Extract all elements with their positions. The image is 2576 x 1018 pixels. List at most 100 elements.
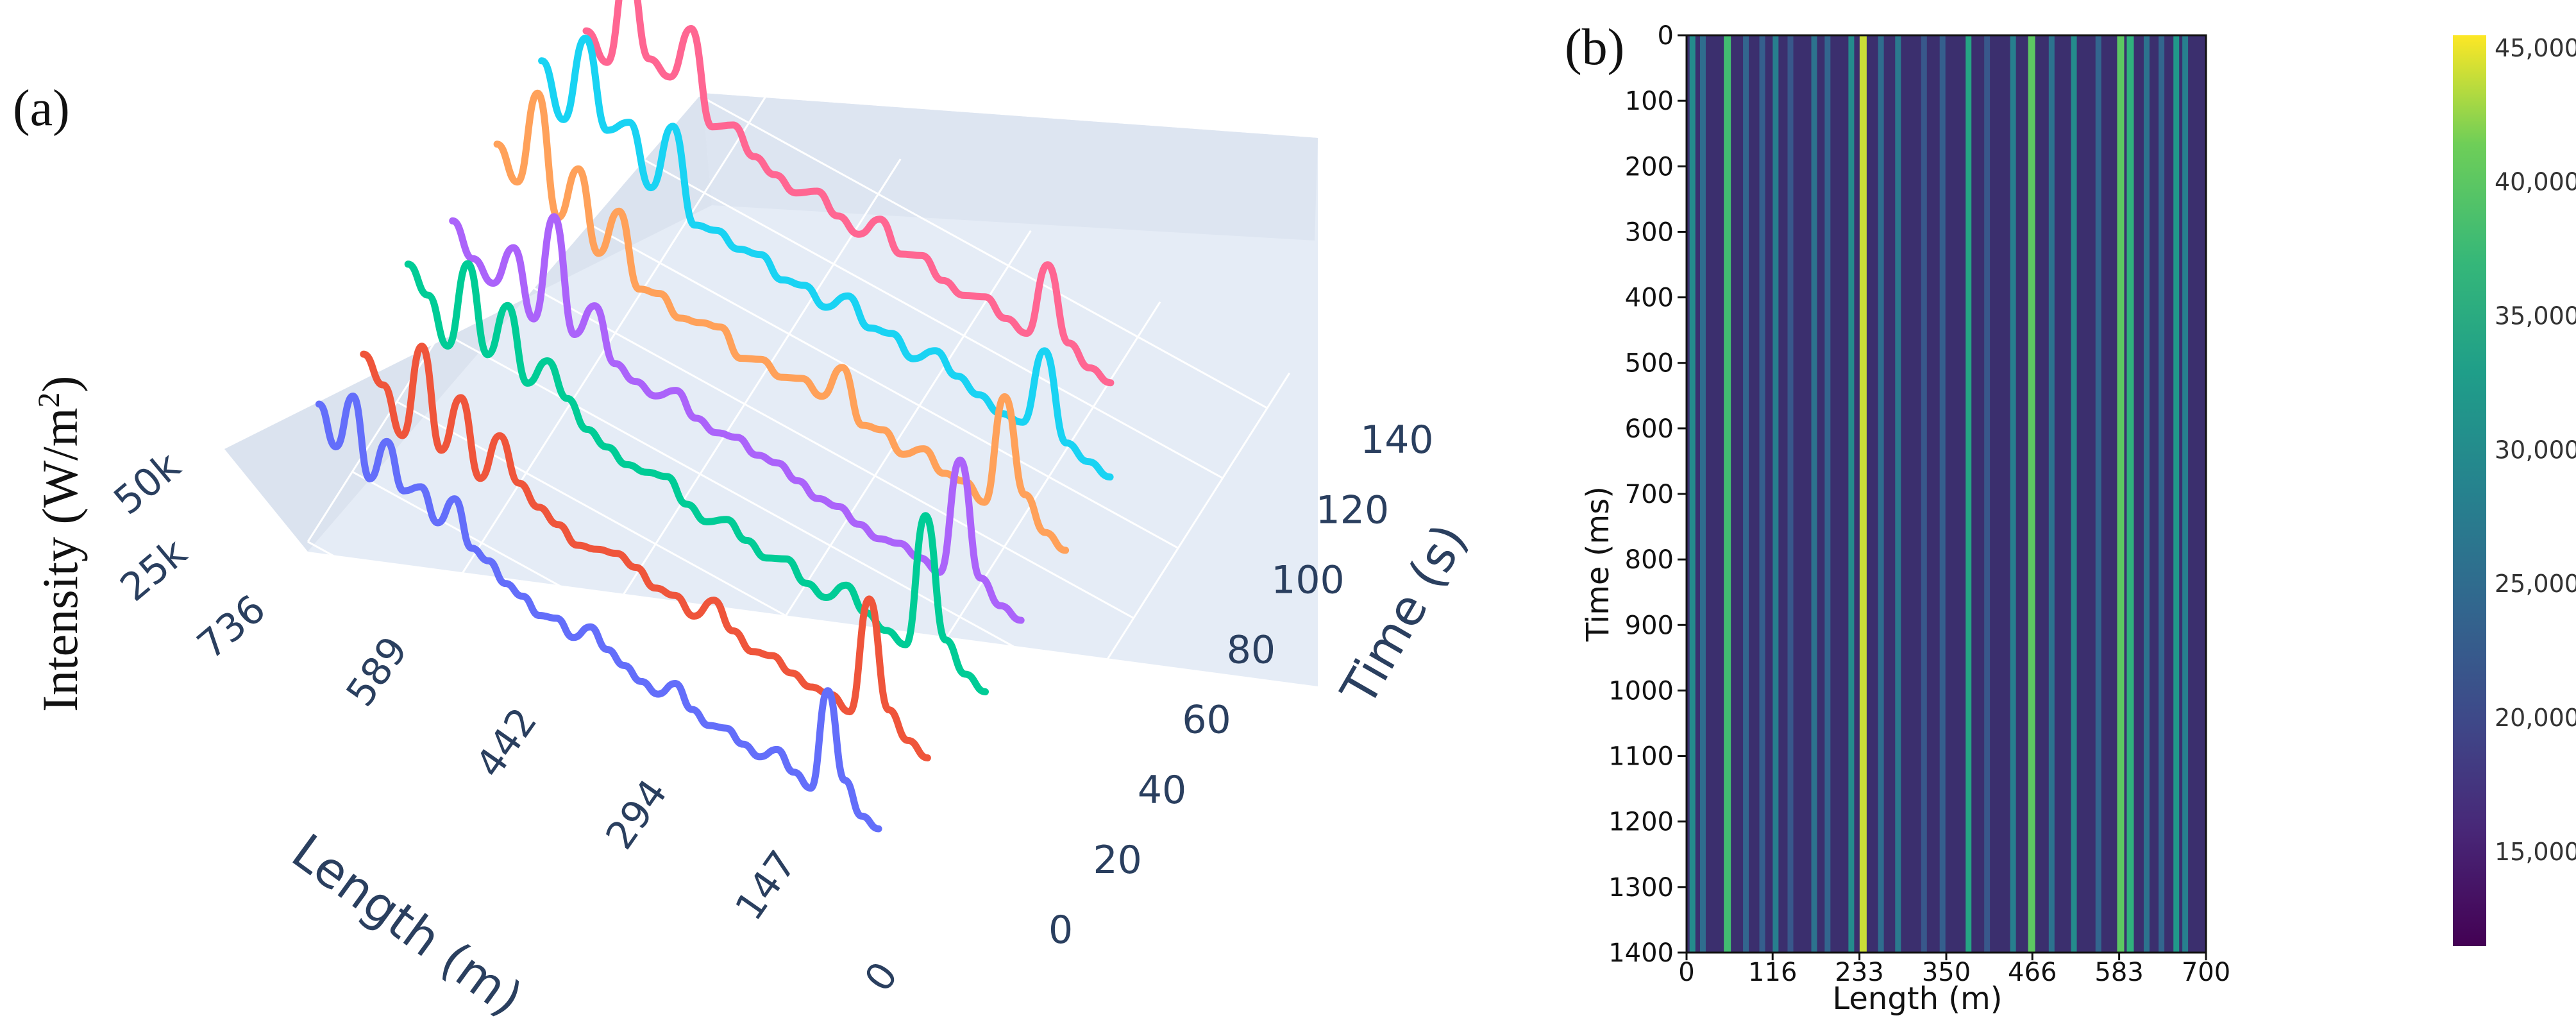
series-line-t1 — [360, 343, 931, 761]
grid-line-time — [441, 330, 1090, 689]
panel-a-label: (a) — [13, 80, 70, 137]
grid-line-length — [436, 87, 772, 614]
series-line-t5 — [538, 35, 1114, 481]
grid-line-length — [566, 158, 902, 685]
x-tick-label: 233 — [1835, 958, 1883, 987]
time-tick-label: 140 — [1360, 418, 1434, 462]
x-tick-label: 116 — [1748, 958, 1797, 987]
y-tick-label: 700 — [1625, 480, 1674, 509]
grid-line-time — [351, 471, 1001, 829]
y-tick-label: 1200 — [1608, 808, 1674, 837]
heatmap-stripe — [1743, 35, 1749, 953]
grid-line-time — [307, 541, 956, 899]
y-tick-label: 1400 — [1608, 938, 1674, 968]
heatmap-stripe — [1787, 35, 1794, 953]
grid-line-time — [619, 51, 1268, 409]
heatmap-stripe — [1759, 35, 1765, 953]
heatmap-stripe — [2010, 35, 2016, 953]
colorbar-tick-label: 35,000 — [2495, 302, 2576, 330]
heatmap-stripe — [1772, 35, 1779, 953]
y-tick-label: 400 — [1625, 284, 1674, 313]
y-tick-label: 500 — [1625, 349, 1674, 378]
heatmap-stripe — [2126, 35, 2134, 953]
heatmap-stripe — [1724, 35, 1731, 953]
time-axis-title: Time (s) — [1329, 514, 1478, 715]
time-tick-label: 20 — [1093, 838, 1141, 883]
heatmap-stripe — [1848, 35, 1855, 953]
panel-b-label: (b) — [1565, 19, 1624, 76]
y-tick-label: 800 — [1625, 545, 1674, 575]
x-tick-label: 466 — [2008, 958, 2057, 987]
series-line-t0 — [315, 393, 882, 833]
x-tick-label: 583 — [2094, 958, 2143, 987]
grid-line-time — [485, 260, 1134, 619]
length-tick-label: 0 — [856, 954, 907, 999]
heatmap-stripe — [1824, 35, 1831, 953]
heatmap-stripe — [1878, 35, 1884, 953]
length-tick-label: 294 — [597, 772, 676, 858]
length-tick-label: 147 — [727, 843, 805, 929]
heatmap-x-ticks: 0 116 233 350 466 583 700 — [1678, 953, 2230, 987]
y-tick-label: 200 — [1625, 152, 1674, 182]
heatmap-x-title: Length (m) — [1832, 981, 2002, 1017]
colorbar-tick-label: 15,000 — [2495, 838, 2576, 866]
colorbar-tick-label: 30,000 — [2495, 436, 2576, 464]
heatmap-stripe — [2117, 35, 2125, 953]
series-line-t3 — [449, 213, 1025, 624]
grid-lines — [307, 16, 1291, 899]
time-tick-label: 60 — [1182, 698, 1231, 743]
x-tick-label: 700 — [2182, 958, 2230, 987]
colorbar-ticks: 15,000 20,000 25,000 30,000 35,000 40,000 45,0… — [2495, 34, 2576, 866]
y-tick-label: 1100 — [1608, 742, 1674, 772]
heatmap-stripe — [2173, 35, 2180, 953]
grid-line-length — [954, 372, 1291, 899]
colorbar-tick-label: 20,000 — [2495, 704, 2576, 732]
series-line-t2 — [404, 260, 989, 695]
heatmap-stripe — [1984, 35, 1991, 953]
heatmap-stripe — [2182, 35, 2189, 953]
series-line-t4 — [493, 89, 1070, 554]
heatmap-y-ticks: 0 100 200 300 400 500 600 700 800 900 1000 1100 1200… — [1608, 21, 1687, 968]
heatmap-stripe — [2071, 35, 2077, 953]
time-tick-label: 120 — [1316, 488, 1390, 532]
grid-line-length — [696, 230, 1032, 756]
heatmap-stripe — [1811, 35, 1817, 953]
heatmap-stripe — [1895, 35, 1901, 953]
time-tick-label: 40 — [1138, 768, 1186, 813]
length-tick-label: 442 — [467, 700, 546, 786]
heatmap-stripe — [2028, 35, 2035, 953]
side-wall-pane — [224, 93, 712, 552]
y-tick-label: 1000 — [1608, 676, 1674, 706]
time-ticks: 0 20 40 60 80 100 120 140 — [1048, 418, 1434, 953]
y-tick-label: 100 — [1625, 87, 1674, 116]
heatmap-stripes — [1689, 35, 2189, 953]
heatmap-stripe — [2048, 35, 2055, 953]
length-tick-label: 589 — [338, 629, 417, 715]
colorbar — [2453, 35, 2486, 946]
intensity-tick-label: 25k — [112, 530, 196, 610]
y-tick-label: 300 — [1625, 217, 1674, 247]
length-tick-label-far: 736 — [189, 586, 274, 668]
heatmap-stripe — [1921, 35, 1927, 953]
colorbar-tick-label: 25,000 — [2495, 570, 2576, 598]
heatmap-stripe — [1689, 35, 1696, 953]
intensity-axis-title: Intensity (W/m2) — [32, 376, 88, 712]
heatmap-stripe — [1859, 35, 1867, 953]
heatmap-stripe — [1699, 35, 1706, 953]
intensity-tick-label: 50k — [106, 443, 189, 523]
grid-line-time — [396, 400, 1045, 759]
y-tick-label: 1300 — [1608, 873, 1674, 903]
grid-line-length — [825, 301, 1161, 827]
length-axis-title: Length (m) — [282, 823, 533, 1018]
heatmap-y-title: Time (ms) — [1580, 486, 1616, 642]
series-line-t6 — [582, 0, 1115, 387]
grid-line-time — [530, 191, 1179, 549]
panel-b: (b) 0 100 200 300 400 500 600 700 800 900 1000 1100… — [1565, 19, 2576, 1017]
y-tick-label: 600 — [1625, 414, 1674, 444]
heatmap-stripe — [1966, 35, 1972, 953]
heatmap-stripe — [2159, 35, 2165, 953]
x-tick-label: 0 — [1678, 958, 1694, 987]
heatmap-stripe — [2095, 35, 2101, 953]
